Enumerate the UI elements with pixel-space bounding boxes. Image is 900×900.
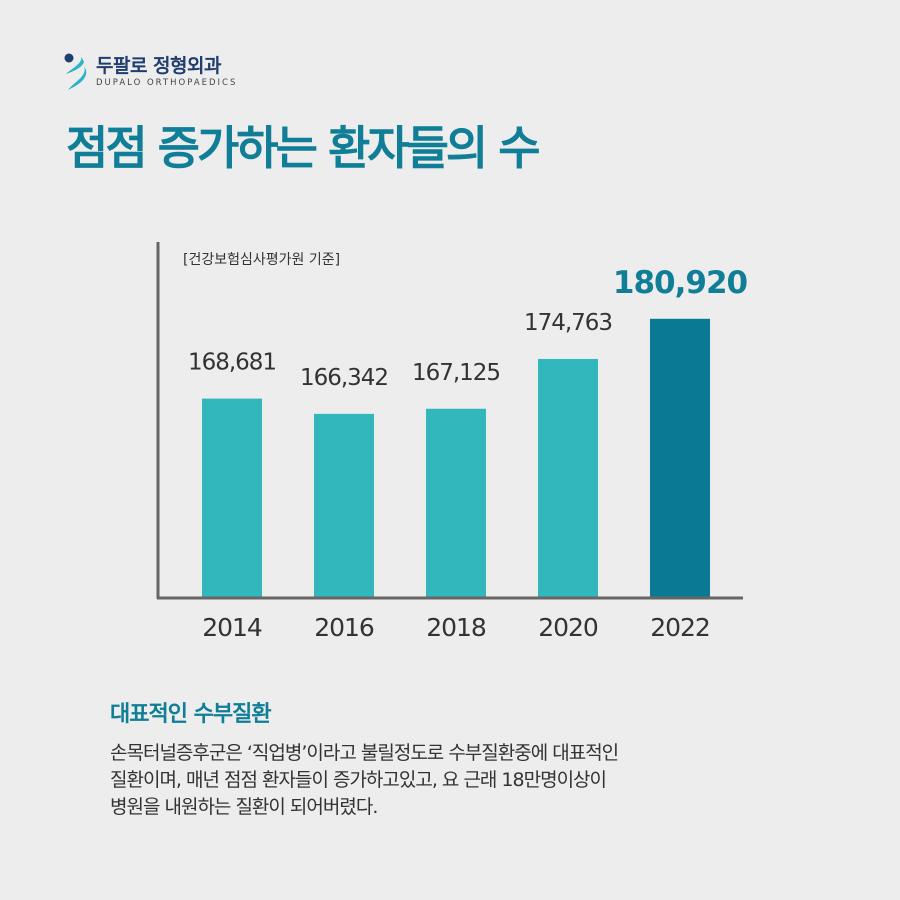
- logo-mark-icon: [64, 53, 87, 90]
- body-line: 병원을 내원하는 질환이 되어버렸다.: [110, 796, 378, 818]
- data-label-2016: 166,342: [300, 365, 388, 391]
- x-tick-label-2018: 2018: [426, 613, 486, 642]
- x-tick-label-2022: 2022: [650, 613, 710, 642]
- data-label-2014: 168,681: [188, 350, 276, 376]
- bar-2014: [202, 398, 262, 597]
- x-tick-label-2020: 2020: [538, 613, 598, 642]
- source-note: [건강보험심사평가원 기준]: [183, 252, 340, 268]
- bar-2018: [426, 408, 486, 597]
- x-tick-label-2014: 2014: [202, 613, 262, 642]
- bar-2016: [314, 413, 374, 597]
- data-label-2022: 180,920: [613, 265, 748, 301]
- page-title: 점점 증가하는 환자들의 수: [66, 121, 541, 175]
- x-tick-label-2016: 2016: [314, 613, 374, 642]
- data-label-2020: 174,763: [524, 310, 612, 336]
- brand-name-en: DUPALO ORTHOPAEDICS: [96, 78, 238, 88]
- data-label-2018: 167,125: [412, 360, 500, 386]
- body-line: 질환이며, 매년 점점 환자들이 증가하고있고, 요 근래 18만명이상이: [110, 769, 607, 791]
- bar-2020: [538, 358, 598, 597]
- section-body: 손목터널증후군은 ‘직업병’이라고 불릴정도로 수부질환중에 대표적인 질환이며…: [110, 740, 790, 821]
- brand-logo: 두팔로 정형외과 DUPALO ORTHOPAEDICS: [62, 52, 237, 92]
- bar-2022: [650, 318, 710, 597]
- brand-name-ko: 두팔로 정형외과: [96, 55, 221, 77]
- section-heading: 대표적인 수부질환: [110, 702, 272, 727]
- body-line: 손목터널증후군은 ‘직업병’이라고 불릴정도로 수부질환중에 대표적인: [110, 742, 619, 764]
